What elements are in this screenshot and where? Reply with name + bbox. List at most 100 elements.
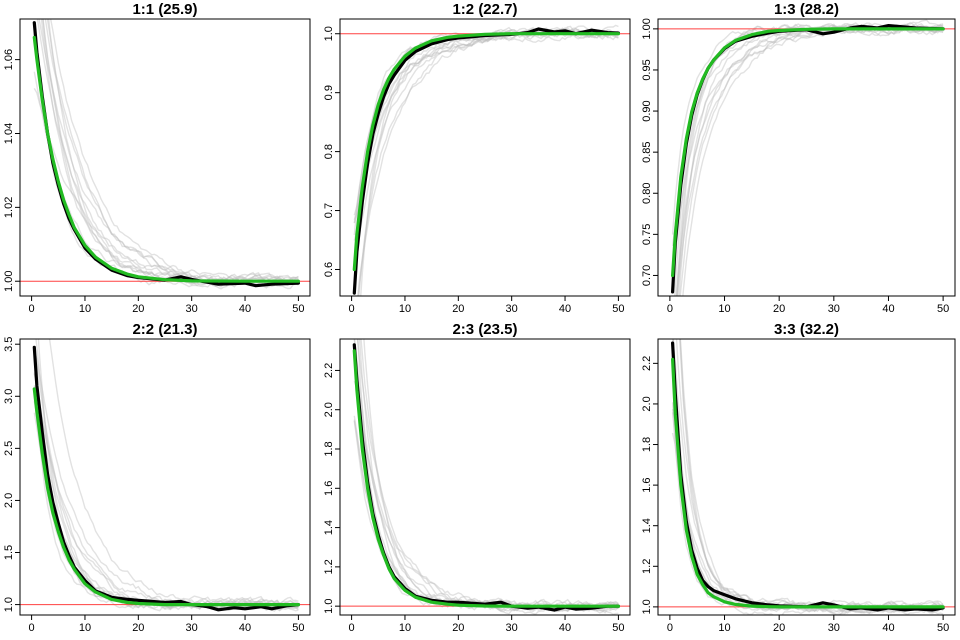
- fitted-curve: [32, 387, 300, 607]
- observed-curve: [32, 345, 300, 612]
- y-tick-label: 1.00: [641, 18, 653, 39]
- replicate-curve: [671, 340, 944, 612]
- plot-area: [340, 24, 630, 296]
- replicate-curve: [678, 23, 944, 296]
- replicate-curve: [353, 420, 619, 615]
- replicate-curve: [358, 339, 619, 612]
- plot-frame: [339, 338, 631, 616]
- y-tick-label: 0.80: [641, 183, 653, 204]
- x-tick-label: 20: [773, 622, 785, 634]
- observed-curve: [671, 341, 945, 612]
- replicate-curve: [353, 30, 619, 220]
- replicate-curve: [353, 24, 619, 260]
- panel-2: 1:2 (22.7) 0 10 20 30 40 50 0.6 0.7 0.8 0.9 1.0: [323, 1, 631, 315]
- replicate-curve: [360, 339, 619, 610]
- replicate-curve: [38, 19, 299, 281]
- x-tick-label: 0: [349, 303, 355, 315]
- replicate-curve: [353, 30, 619, 224]
- x-tick-label: 40: [882, 303, 894, 315]
- x-tick-label: 10: [79, 622, 91, 634]
- x-tick-label: 0: [667, 622, 673, 634]
- y-tick-label: 1.5: [3, 545, 15, 560]
- x-tick-label: 10: [718, 303, 730, 315]
- replicate-curve: [33, 88, 299, 285]
- replicate-curve: [679, 339, 944, 613]
- x-tick-label: 30: [506, 622, 518, 634]
- x-tick-label: 20: [773, 303, 785, 315]
- replicate-curve: [42, 19, 299, 288]
- y-tick-label: 1.6: [323, 481, 335, 496]
- plot-area: [340, 339, 630, 615]
- x-tick-label: 30: [828, 303, 840, 315]
- plot-area: [658, 19, 955, 296]
- replicate-curve: [33, 372, 299, 611]
- fitted-curve: [671, 27, 945, 278]
- replicate-curve: [671, 402, 944, 615]
- x-tick-label: 20: [452, 303, 464, 315]
- replicate-curve: [357, 339, 619, 615]
- replicate-curve: [33, 385, 299, 612]
- replicate-curve: [672, 339, 944, 611]
- y-tick-label: 2.5: [3, 441, 15, 456]
- fitted-curve: [352, 32, 620, 272]
- y-tick-label: 1.4: [323, 520, 335, 535]
- x-tick-label: 50: [292, 303, 304, 315]
- y-tick-label: 0.70: [641, 265, 653, 286]
- x-tick-label: 50: [292, 622, 304, 634]
- y-tick-label: 1.2: [641, 559, 653, 574]
- replicate-curve: [48, 339, 299, 607]
- x-tick-label: 30: [186, 303, 198, 315]
- replicate-curve: [33, 400, 299, 610]
- x-tick-label: 20: [452, 622, 464, 634]
- y-tick-label: 1.00: [3, 271, 15, 292]
- y-tick-label: 0.90: [641, 100, 653, 121]
- y-tick-label: 1.8: [323, 441, 335, 456]
- replicate-curve: [679, 339, 944, 612]
- y-tick-label: 1.02: [3, 197, 15, 218]
- x-tick-label: 40: [559, 303, 571, 315]
- replicate-curve: [353, 415, 619, 614]
- panel-4: 2:2 (21.3) 0 10 20 30 40 50 1.0 1.5 2.0 2.5 3.0 3.5: [3, 321, 311, 634]
- replicate-curve: [675, 23, 944, 296]
- replicate-curve: [353, 353, 619, 612]
- x-tick-label: 40: [239, 303, 251, 315]
- y-tick-label: 1.4: [641, 518, 653, 533]
- panel-6: 3:3 (32.2) 0 10 20 30 40 50 1.0 1.2 1.4 1.6 1.8 2.0 2…: [641, 321, 956, 634]
- replicate-curve: [353, 339, 619, 615]
- x-tick-label: 30: [506, 303, 518, 315]
- y-tick-label: 2.0: [3, 493, 15, 508]
- replicate-curve: [42, 19, 299, 287]
- y-tick-label: 0.7: [323, 203, 335, 218]
- x-tick-label: 0: [29, 303, 35, 315]
- panel-title: 2:3 (23.5): [452, 321, 517, 338]
- panel-3: 1:3 (28.2) 0 10 20 30 40 50 0.70 0.75 0.80 0.85 0.9…: [641, 1, 956, 315]
- y-tick-label: 0.9: [323, 85, 335, 100]
- x-tick-label: 0: [667, 303, 673, 315]
- x-tick-label: 10: [79, 303, 91, 315]
- panel-title: 1:2 (22.7): [452, 1, 517, 18]
- observed-curve: [32, 21, 300, 288]
- replicate-curve: [353, 25, 619, 224]
- plot-frame: [19, 338, 311, 616]
- x-tick-label: 10: [399, 622, 411, 634]
- panel-title: 3:3 (32.2): [774, 321, 839, 338]
- panel-title: 1:3 (28.2): [774, 1, 839, 18]
- replicate-curve: [33, 396, 299, 612]
- x-tick-label: 30: [186, 622, 198, 634]
- y-tick-label: 2.2: [641, 356, 653, 371]
- replicate-curve: [679, 339, 944, 615]
- plot-frame: [657, 18, 956, 297]
- replicate-curve: [671, 412, 944, 615]
- plot-frame: [339, 18, 631, 297]
- y-tick-label: 1.0: [641, 599, 653, 614]
- fitted-curve: [352, 349, 620, 608]
- replicate-curve: [353, 29, 619, 236]
- replicate-curve: [682, 22, 944, 296]
- x-tick-label: 40: [882, 622, 894, 634]
- y-tick-label: 1.6: [641, 477, 653, 492]
- replicate-curve: [44, 19, 299, 284]
- x-tick-label: 30: [828, 622, 840, 634]
- replicate-curve: [353, 26, 619, 287]
- x-tick-label: 40: [239, 622, 251, 634]
